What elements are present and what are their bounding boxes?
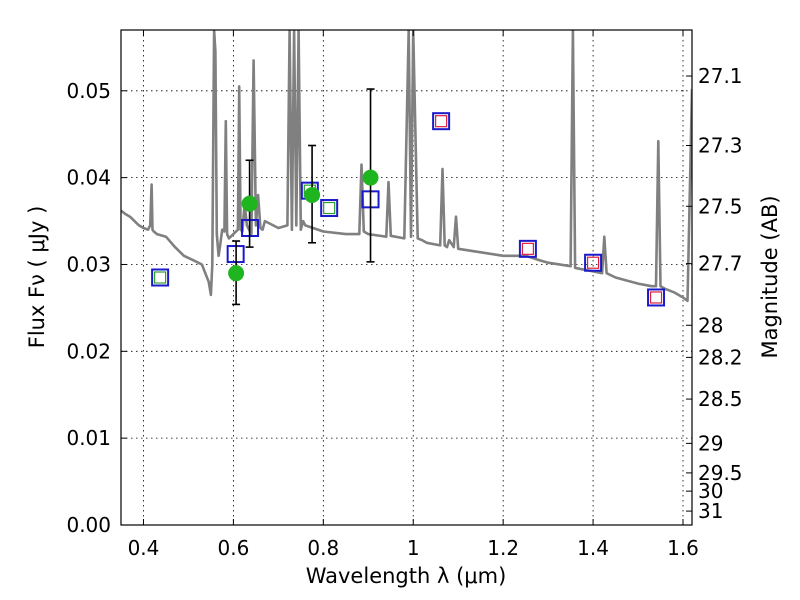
observed-flux-point [362,169,379,186]
x-tick-label: 0.4 [128,536,160,560]
photometry-inner-square [154,271,167,284]
model-photometry-square [151,268,170,287]
y-tick-label: 0.03 [66,252,111,276]
x-tick-label: 1 [407,536,420,560]
photometry-inner-square [586,256,600,269]
model-photometry-square [432,112,451,131]
plot-area [121,30,692,307]
y-tick-label: 0.02 [66,339,111,363]
right-tick-label: 27.7 [698,252,743,276]
x-tick-label: 1.4 [577,536,609,560]
right-tick-label: 30 [698,479,723,503]
right-axis-label: Magnitude (AB) [758,195,782,358]
spectrum-line [121,30,692,303]
right-tick-label: 28.2 [698,345,743,369]
x-tick-label: 0.6 [217,536,249,560]
y-tick-label: 0.00 [66,513,111,537]
model-photometry-square [518,239,537,258]
model-photometry-square [320,199,339,218]
photometry-inner-square [323,201,336,215]
right-tick-label: 28.5 [698,387,743,411]
right-tick-label: 27.1 [698,64,743,88]
right-tick-label: 27.3 [698,134,743,158]
y-tick-label: 0.05 [66,79,111,103]
photometry-inner-square [649,291,663,304]
x-tick-label: 1.2 [487,536,519,560]
observed-flux-point [241,195,258,212]
x-tick-label: 1.6 [667,536,699,560]
x-tick-label: 0.8 [307,536,339,560]
model-photometry-square [584,253,603,272]
y-axis-label: Flux Fν ( μJy ) [25,206,49,349]
right-tick-label: 29.5 [698,461,743,485]
observed-flux-point [228,265,245,282]
x-axis-label: Wavelength λ (μm) [306,564,507,588]
axis-ticks: 0.4 0.6 0.8 1 1.2 1.4 1.6 0.00 0.01 0.02 0.03 0.04 0… [66,30,743,560]
right-tick-label: 27.5 [698,194,743,218]
right-tick-label: 29 [698,431,723,455]
plot-frame [120,29,693,526]
observed-flux-point [304,187,321,203]
right-tick-label: 31 [698,499,723,523]
photometry-inner-square [521,242,534,255]
y-tick-label: 0.04 [66,166,111,190]
y-tick-label: 0.01 [66,426,111,450]
right-tick-label: 28 [698,313,723,337]
photometry-inner-square [435,115,448,128]
model-photometry-square [647,288,666,307]
